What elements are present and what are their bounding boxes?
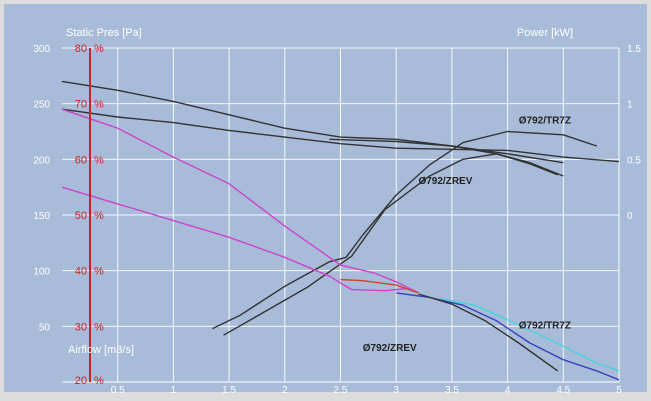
fan-model-label: Ø792/TR7Z [519,116,571,127]
efficiency-tick-label: 50 [75,210,87,222]
x-tick-label: 1.5 [222,385,236,396]
annotations: Ø792/TR7Z Ø792/ZREV Ø792/TR7Z Ø792/ZREV [363,116,571,354]
efficiency-tick-label: 30 [75,321,87,333]
power-tick-label: 0.5 [627,155,641,166]
x-tick-label: 1 [171,385,177,396]
x-tick-label: 4 [505,385,511,396]
x-tick-label: 0.5 [111,385,125,396]
series-group [61,80,620,381]
fan-model-label: Ø792/ZREV [418,176,472,187]
power-tick-label: 0 [627,211,633,222]
series-line-6 [61,108,419,294]
efficiency-tick-unit: % [94,99,104,111]
grid [62,47,620,383]
left-axis-title: Static Pres [Pa] [66,27,142,39]
efficiency-tick-unit: % [94,321,104,333]
x-tick-label: 2 [282,385,288,396]
efficiency-tick-unit: % [94,375,104,387]
pressure-tick-label: 150 [33,211,50,222]
right-axis-title: Power [kW] [517,27,573,39]
series-line-11 [418,293,559,372]
efficiency-tick-label: 60 [75,154,87,166]
efficiency-tick-unit: % [94,210,104,222]
pressure-tick-label: 300 [33,44,50,55]
series-line-8 [340,278,419,294]
fan-model-label: Ø792/TR7Z [519,321,571,332]
series-line-2 [61,108,620,163]
efficiency-tick-label: 20 [75,375,87,387]
series-line-5 [329,138,564,177]
pressure-tick-label: 50 [39,322,51,333]
x-tick-label: 4.5 [556,385,570,396]
pressure-tick-label: 100 [33,267,50,278]
x-tick-label: 3 [393,385,399,396]
efficiency-tick-label: 40 [75,266,87,278]
airflow-axis-label: Airflow [m3/s] [68,344,134,356]
pressure-tick-label: 200 [33,155,50,166]
x-tick-label: 2.5 [334,385,348,396]
x-tick-label: 3.5 [445,385,459,396]
power-tick-label: 1.5 [627,44,641,55]
efficiency-tick-unit: % [94,43,104,55]
series-line-7 [61,186,408,292]
x-tick-label: 5 [616,385,622,396]
efficiency-tick-unit: % [94,266,104,278]
efficiency-tick-unit: % [94,154,104,166]
efficiency-tick-label: 80 [75,43,87,55]
pressure-tick-label: 250 [33,100,50,111]
efficiency-tick-label: 70 [75,99,87,111]
plot-area [4,4,647,392]
series-line-3 [212,130,597,330]
fan-model-label: Ø792/ZREV [363,343,417,354]
power-tick-label: 1 [627,100,633,111]
series-line-9 [440,297,620,372]
